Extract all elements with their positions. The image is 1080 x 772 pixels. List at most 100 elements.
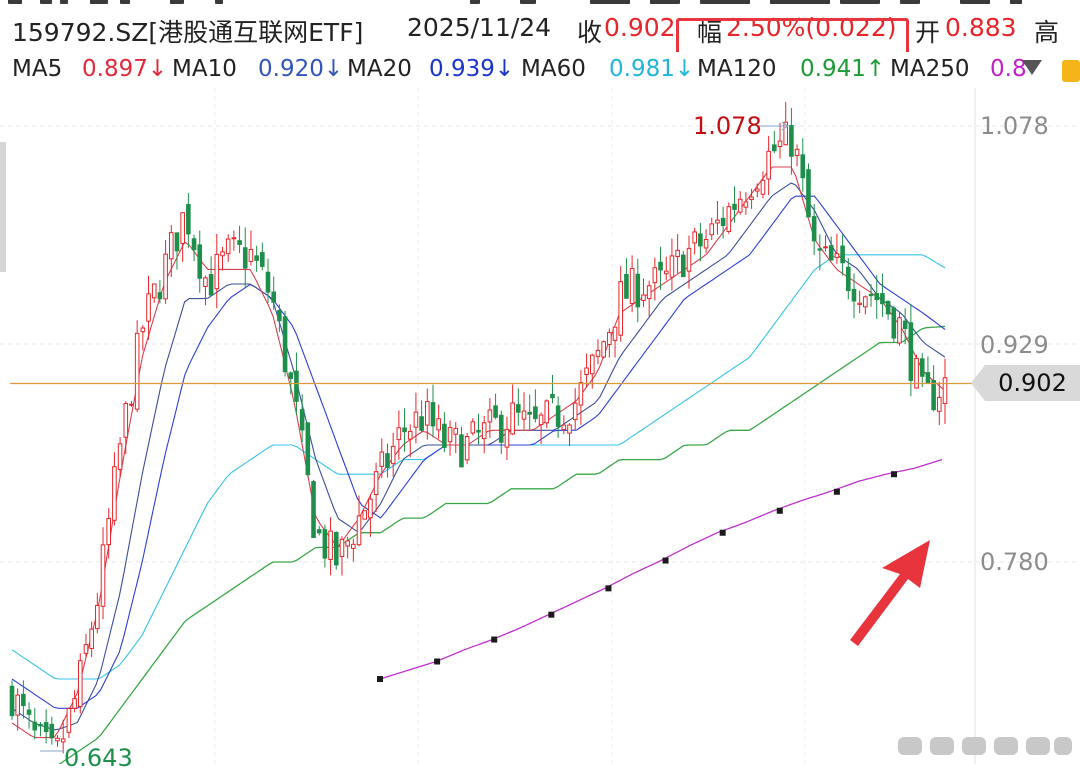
candle-body <box>66 708 72 733</box>
ma-legend-value: 0.941↑ <box>800 56 886 82</box>
open-label: 开 <box>915 18 941 47</box>
candle-body <box>504 428 510 448</box>
candle-body <box>430 402 436 427</box>
symbol-name[interactable]: 159792.SZ[港股通互联网ETF] <box>12 18 364 47</box>
ma-legend-label[interactable]: MA250 <box>890 56 970 82</box>
ma-legend-label[interactable]: MA60 <box>521 56 586 82</box>
candle-body <box>191 238 197 251</box>
candle-body <box>919 358 925 377</box>
candle-body <box>459 434 464 468</box>
candle-body <box>60 738 66 743</box>
candle-body <box>709 223 715 236</box>
candle-body <box>783 121 789 146</box>
candle-body <box>453 427 459 435</box>
candle-body <box>868 293 874 297</box>
candle-body <box>589 354 595 375</box>
candle-body <box>328 530 333 560</box>
ma-legend-label[interactable]: MA20 <box>347 56 412 82</box>
candle-body <box>794 148 800 156</box>
ma250-marker <box>833 488 840 495</box>
candle-body <box>345 540 350 547</box>
candle-body <box>32 721 38 731</box>
cropped-glyph <box>650 0 680 4</box>
candle-body <box>629 268 635 304</box>
change-label: 幅 <box>697 18 723 47</box>
candle-body <box>248 248 254 262</box>
cropped-glyph <box>8 0 22 4</box>
candle-body <box>516 404 521 413</box>
candle-body <box>880 293 885 305</box>
candle-body <box>424 401 430 426</box>
ma-legend-value: 0.920↓ <box>258 56 344 82</box>
dropdown-triangle-icon[interactable] <box>1022 60 1042 75</box>
candle-body <box>95 604 100 630</box>
ma250-marker <box>776 507 783 514</box>
candle-body <box>544 400 550 424</box>
high-marker-arrowhead <box>781 121 789 131</box>
candle-body <box>356 515 362 546</box>
candle-body <box>436 418 441 431</box>
candle-body <box>692 231 697 244</box>
candle-body <box>277 310 282 322</box>
candle-body <box>851 288 857 302</box>
candle-body <box>811 216 817 242</box>
ma250-marker <box>377 676 383 683</box>
candle-body <box>413 411 419 428</box>
ma-legend-label[interactable]: MA10 <box>172 56 237 82</box>
candle-body <box>322 529 328 559</box>
quote-date: 2025/11/24 <box>407 13 552 42</box>
candle-body <box>220 251 225 257</box>
change-value: 2.50%(0.022) <box>726 13 897 42</box>
candle-body <box>641 294 646 302</box>
ma-legend-label[interactable]: MA5 <box>12 56 63 82</box>
candle-body <box>299 409 305 431</box>
candle-body <box>925 372 931 384</box>
y-tick-label: 1.078 <box>980 112 1049 140</box>
candle-body <box>493 405 498 418</box>
candle-body <box>732 203 737 210</box>
candle-body <box>385 453 390 469</box>
kline-chart[interactable] <box>0 88 1080 764</box>
candle-body <box>817 248 823 251</box>
ma250-marker <box>491 636 498 643</box>
candle-body <box>658 261 663 271</box>
open-value: 0.883 <box>945 13 1017 42</box>
candle-body <box>498 414 504 443</box>
candle-body <box>737 198 743 213</box>
candle-body <box>447 426 453 443</box>
candle-body <box>265 271 271 293</box>
candle-body <box>282 316 288 373</box>
candle-body <box>123 402 129 438</box>
candle-body <box>823 246 828 249</box>
cropped-glyph <box>60 0 68 4</box>
candle-body <box>163 253 168 300</box>
candle-body <box>168 232 174 260</box>
candle-body <box>715 219 720 224</box>
candle-body <box>635 273 641 308</box>
candle-body <box>419 416 424 431</box>
candle-body <box>157 292 163 300</box>
change-highlight-box <box>676 18 909 52</box>
candle-body <box>669 255 675 278</box>
close-label: 收 <box>577 18 603 47</box>
candle-body <box>237 240 242 245</box>
cropped-glyph <box>900 0 920 4</box>
candle-body <box>260 252 265 267</box>
cropped-glyph <box>470 0 480 4</box>
lock-icon[interactable] <box>1062 60 1080 82</box>
candle-body <box>134 332 140 410</box>
candle-body <box>407 430 413 440</box>
candle-body <box>402 427 407 433</box>
ma-legend-value: 0.897↓ <box>82 56 168 82</box>
ma-legend-value: 0.8 <box>990 56 1027 82</box>
candle-body <box>373 471 379 496</box>
ma-legend-label[interactable]: MA120 <box>697 56 777 82</box>
candle-body <box>908 322 914 381</box>
candle-body <box>845 266 851 292</box>
ma-legend-row: MA5 0.897↓ MA10 0.920↓ MA20 0.939↓ MA60 0.981↓ M… <box>0 52 1080 88</box>
ma-legend-value: 0.939↓ <box>429 56 515 82</box>
candle-body <box>777 140 783 148</box>
candle-body <box>652 267 658 284</box>
candle-body <box>555 405 561 427</box>
left-scroll-handle[interactable] <box>0 142 6 272</box>
